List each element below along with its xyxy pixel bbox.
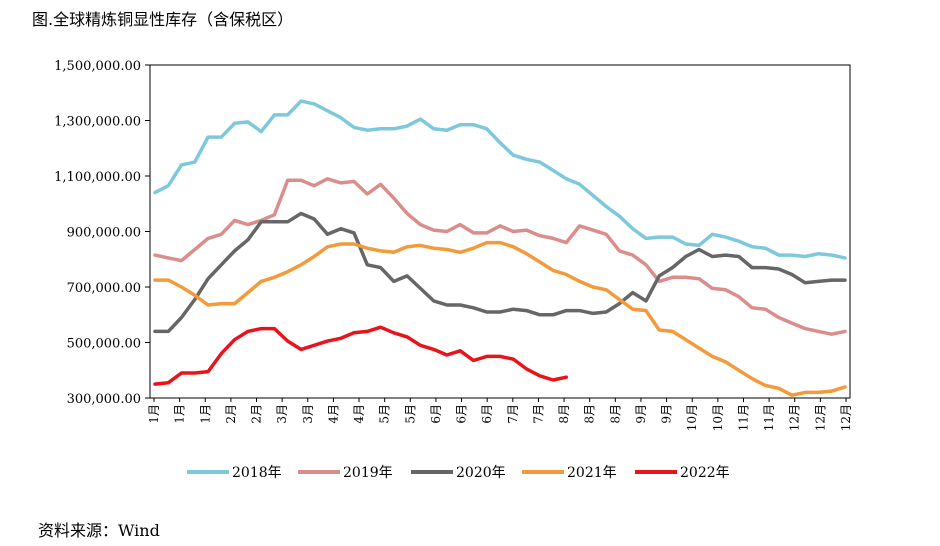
x-tick-label: 2月 (224, 404, 238, 424)
x-tick-label: 1月 (173, 404, 187, 424)
x-tick-label: 3月 (301, 404, 315, 424)
y-tick-label: 300,000.00 (67, 392, 141, 407)
x-tick-label: 7月 (531, 404, 545, 424)
x-tick-label: 12月 (813, 404, 827, 431)
series-line (153, 177, 847, 336)
legend-label: 2022年 (680, 465, 730, 481)
x-tick-label: 5月 (403, 404, 417, 424)
x-tick-label: 7月 (506, 404, 520, 424)
axes: 300,000.00 500,000.00 700,000.00 900,000.00… (54, 59, 853, 431)
series-lines (153, 99, 847, 397)
x-tick-label: 10月 (711, 404, 725, 431)
legend-label: 2018年 (232, 465, 282, 481)
x-tick-label: 1月 (147, 404, 161, 424)
x-tick-label: 2月 (250, 404, 264, 424)
x-tick-label: 5月 (378, 404, 392, 424)
legend-label: 2019年 (343, 465, 393, 481)
x-tick-label: 11月 (736, 404, 750, 431)
y-tick-label: 1,300,000.00 (54, 115, 141, 130)
legend: 2018年 2019年 2020年 2021年 2022年 (187, 465, 730, 481)
x-tick-label: 8月 (608, 404, 622, 424)
x-tick-label: 8月 (557, 404, 571, 424)
series-line (153, 325, 569, 386)
y-tick-label: 900,000.00 (67, 226, 141, 241)
x-tick-label: 11月 (762, 404, 776, 431)
x-tick-label: 12月 (788, 404, 802, 431)
x-tick-label: 8月 (583, 404, 597, 424)
source-note: 资料来源：Wind (38, 521, 160, 540)
y-tick-label: 1,500,000.00 (54, 59, 141, 74)
x-tick-label: 1月 (198, 404, 212, 424)
x-tick-label: 6月 (480, 404, 494, 424)
x-tick-label: 9月 (634, 404, 648, 424)
x-tick-label: 10月 (685, 404, 699, 431)
x-tick-label: 4月 (352, 404, 366, 424)
x-tick-label: 12月 (839, 404, 853, 431)
series-line (153, 99, 847, 260)
legend-label: 2021年 (567, 465, 617, 481)
series-line (153, 211, 847, 334)
y-tick-label: 1,100,000.00 (54, 170, 141, 185)
x-tick-label: 4月 (326, 404, 340, 424)
y-tick-label: 500,000.00 (67, 337, 141, 352)
x-tick-label: 3月 (275, 404, 289, 424)
x-tick-label: 6月 (429, 404, 443, 424)
y-tick-label: 700,000.00 (67, 281, 141, 296)
chart-title: 图.全球精炼铜显性库存（含保税区） (32, 10, 294, 29)
x-tick-label: 9月 (660, 404, 674, 424)
x-tick-label: 6月 (455, 404, 469, 424)
series-line (153, 240, 847, 397)
legend-label: 2020年 (456, 465, 506, 481)
